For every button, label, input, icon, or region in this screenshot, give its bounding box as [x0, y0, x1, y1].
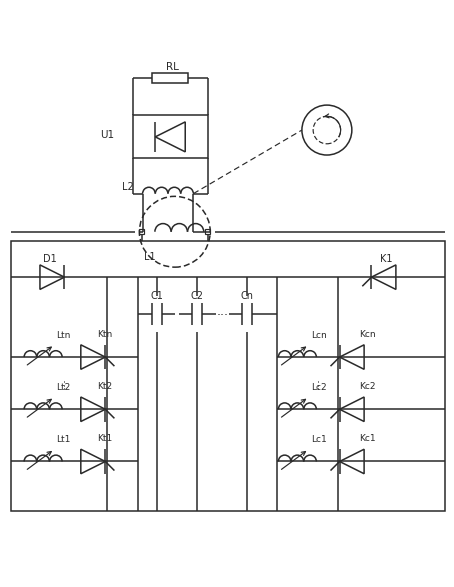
- Bar: [205, 230, 210, 234]
- Bar: [139, 230, 144, 234]
- Text: ...: ...: [309, 377, 322, 389]
- Text: Kcn: Kcn: [359, 330, 375, 339]
- Text: U1: U1: [100, 130, 114, 140]
- Bar: [133, 115, 208, 158]
- Text: C2: C2: [191, 291, 204, 301]
- Text: L1: L1: [144, 252, 156, 262]
- Text: Cn: Cn: [241, 291, 254, 301]
- Text: Kc2: Kc2: [359, 382, 375, 391]
- Text: Lc1: Lc1: [311, 436, 326, 444]
- Text: C1: C1: [150, 291, 163, 301]
- Text: ...: ...: [55, 377, 68, 389]
- Text: Kt2: Kt2: [98, 382, 113, 391]
- Text: Ltn: Ltn: [56, 331, 71, 340]
- Text: Lt1: Lt1: [56, 436, 71, 444]
- Text: Lc2: Lc2: [311, 383, 326, 392]
- Text: L2: L2: [122, 182, 133, 192]
- Text: ...: ...: [217, 305, 228, 318]
- Text: K1: K1: [380, 254, 392, 264]
- Text: Lcn: Lcn: [311, 331, 326, 340]
- Text: Kt1: Kt1: [98, 434, 113, 443]
- Text: Kc1: Kc1: [359, 434, 375, 443]
- Bar: [152, 73, 188, 83]
- Text: Lt2: Lt2: [56, 383, 71, 392]
- Text: Ktn: Ktn: [98, 330, 113, 339]
- Bar: [11, 241, 445, 511]
- Text: D1: D1: [43, 254, 57, 264]
- Text: RL: RL: [166, 62, 179, 72]
